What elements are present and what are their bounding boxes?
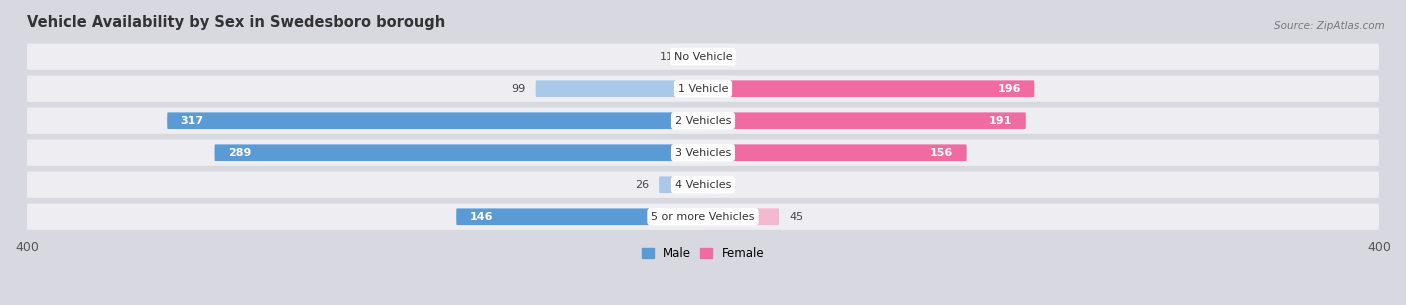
FancyBboxPatch shape [659,176,703,193]
Text: 11: 11 [661,52,675,62]
Text: 7: 7 [725,180,733,190]
Text: 146: 146 [470,212,494,222]
FancyBboxPatch shape [685,48,703,65]
FancyBboxPatch shape [215,144,703,161]
FancyBboxPatch shape [27,108,1379,134]
FancyBboxPatch shape [27,140,1379,166]
Text: 5 or more Vehicles: 5 or more Vehicles [651,212,755,222]
Text: 1 Vehicle: 1 Vehicle [678,84,728,94]
FancyBboxPatch shape [27,204,1379,230]
Text: 4 Vehicles: 4 Vehicles [675,180,731,190]
FancyBboxPatch shape [536,81,703,97]
FancyBboxPatch shape [703,112,1026,129]
FancyBboxPatch shape [703,144,967,161]
Legend: Male, Female: Male, Female [637,242,769,265]
Text: 156: 156 [929,148,953,158]
Text: No Vehicle: No Vehicle [673,52,733,62]
Text: 196: 196 [997,84,1021,94]
Text: 191: 191 [988,116,1012,126]
Text: 3 Vehicles: 3 Vehicles [675,148,731,158]
Text: 0: 0 [713,52,720,62]
Text: Source: ZipAtlas.com: Source: ZipAtlas.com [1274,21,1385,31]
Text: 26: 26 [634,180,650,190]
Text: 99: 99 [512,84,526,94]
FancyBboxPatch shape [456,208,703,225]
FancyBboxPatch shape [27,44,1379,70]
Text: 45: 45 [789,212,803,222]
Text: 2 Vehicles: 2 Vehicles [675,116,731,126]
FancyBboxPatch shape [703,81,1035,97]
FancyBboxPatch shape [703,208,779,225]
Text: 289: 289 [228,148,252,158]
FancyBboxPatch shape [27,172,1379,198]
FancyBboxPatch shape [167,112,703,129]
FancyBboxPatch shape [27,76,1379,102]
Text: 317: 317 [181,116,204,126]
Text: Vehicle Availability by Sex in Swedesboro borough: Vehicle Availability by Sex in Swedesbor… [27,15,446,30]
FancyBboxPatch shape [703,176,714,193]
